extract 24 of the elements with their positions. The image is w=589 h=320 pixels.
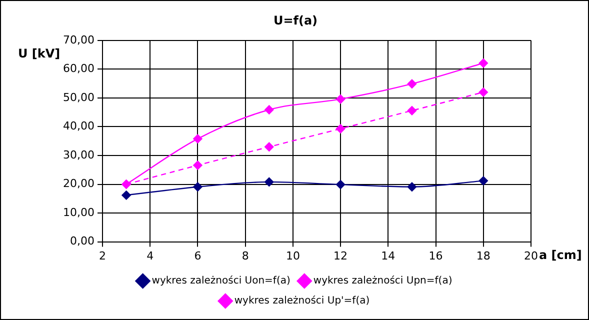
y-tick-label: 70,00 (62, 33, 94, 46)
x-tick-label: 12 (334, 249, 348, 262)
x-tick-label: 18 (476, 249, 490, 262)
x-tick-label: 6 (194, 249, 202, 262)
legend-label: wykres zależności Up'=f(a) (234, 294, 370, 307)
x-tick-label: 4 (146, 249, 154, 262)
y-tick-label: 10,00 (62, 206, 94, 219)
y-axis-title: U [kV] (18, 46, 60, 61)
x-tick-label: 10 (286, 249, 300, 262)
x-tick-label: 20 (524, 249, 538, 262)
y-tick-label: 40,00 (62, 120, 94, 133)
x-axis-title: a [cm] (539, 248, 582, 262)
x-tick-label: 8 (242, 249, 249, 262)
y-tick-label: 30,00 (62, 148, 94, 162)
legend-label: wykres zależności Uon=f(a) (152, 274, 290, 287)
y-tick-label: 50,00 (62, 90, 94, 104)
legend-label: wykres zależności Upn=f(a) (313, 274, 452, 287)
y-tick-label: 60,00 (62, 62, 94, 76)
y-tick-label: 20,00 (62, 177, 94, 190)
x-tick-label: 2 (98, 249, 106, 262)
x-tick-label: 16 (428, 249, 443, 262)
chart-title: U=f(a) (273, 13, 318, 28)
x-tick-label: 14 (381, 249, 396, 262)
y-tick-label: 0,00 (70, 234, 94, 248)
